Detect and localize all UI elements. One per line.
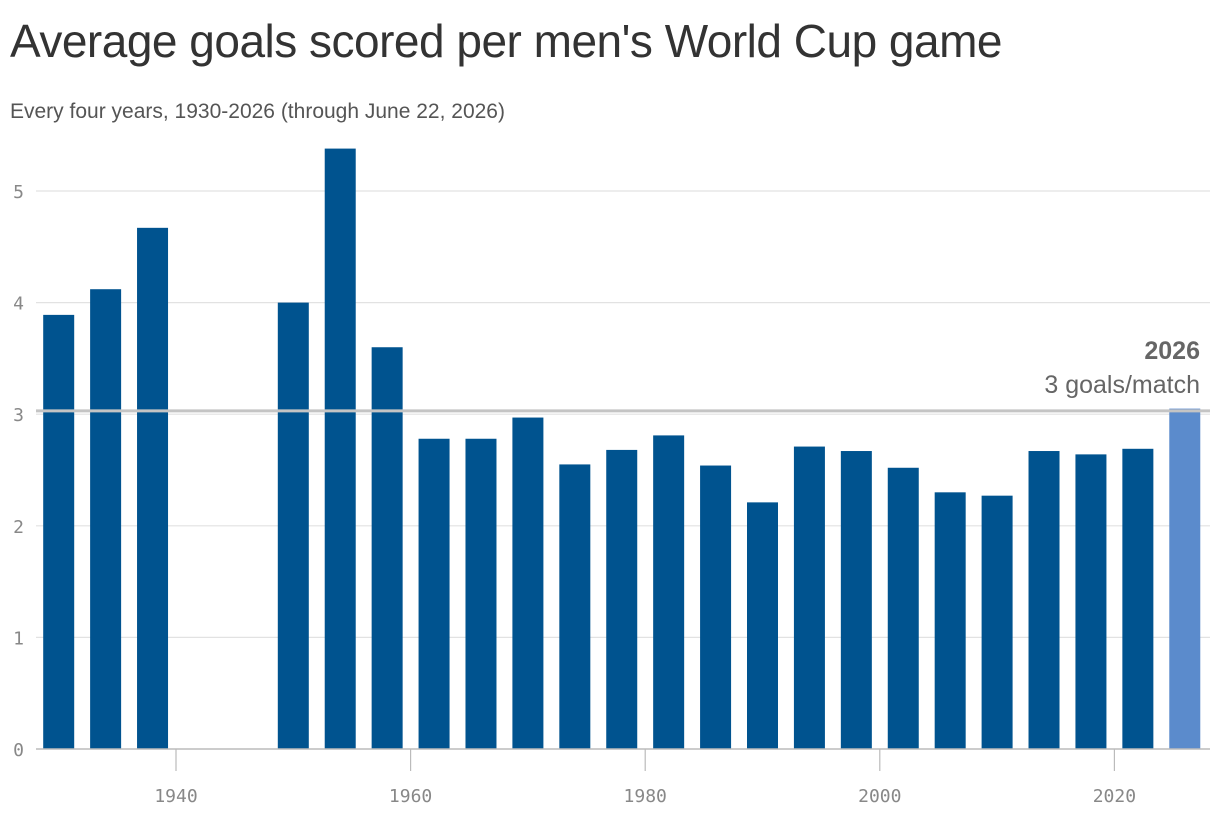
- bar: [747, 502, 778, 749]
- x-tick-label: 2000: [858, 786, 901, 807]
- x-tick-label: 1960: [389, 786, 432, 807]
- bar: [277, 302, 309, 749]
- bar: [840, 451, 872, 749]
- bar: [934, 492, 966, 749]
- y-tick-label: 3: [13, 405, 24, 426]
- y-tick-label: 2: [13, 517, 24, 538]
- y-tick-label: 5: [13, 182, 24, 203]
- bar: [981, 495, 1013, 749]
- bar: [1122, 448, 1154, 749]
- x-tick-label: 1940: [154, 786, 197, 807]
- bar: [793, 446, 825, 749]
- bar: [371, 347, 403, 749]
- bar: [324, 148, 356, 750]
- bar: [137, 227, 169, 749]
- bar: [465, 438, 497, 749]
- bar: [418, 438, 450, 749]
- chart-title: Average goals scored per men's World Cup…: [10, 15, 1003, 67]
- chart-subtitle: Every four years, 1930-2026 (through Jun…: [10, 100, 505, 123]
- y-tick-label: 0: [13, 740, 24, 761]
- bar: [559, 464, 591, 749]
- x-tick-label: 2020: [1093, 786, 1136, 807]
- annotation-year: 2026: [1144, 337, 1200, 365]
- bar: [606, 449, 638, 749]
- bar: [90, 289, 122, 749]
- y-tick-label: 4: [13, 294, 24, 315]
- annotation-text: 3 goals/match: [1044, 371, 1200, 399]
- bar: [512, 417, 544, 749]
- bar: [43, 314, 75, 749]
- bar: [1169, 408, 1201, 749]
- x-tick-label: 1980: [624, 786, 667, 807]
- annotation: 2026 3 goals/match: [1044, 337, 1200, 399]
- y-tick-label: 1: [13, 628, 24, 649]
- bar: [653, 435, 685, 749]
- bar: [1075, 454, 1107, 749]
- bar: [700, 465, 732, 749]
- bar: [1028, 451, 1060, 749]
- axes: 0 1 2 3 4 5 1940 1960 1980 2000 2020: [13, 182, 1210, 807]
- bar: [887, 467, 919, 749]
- bars: [43, 148, 1201, 750]
